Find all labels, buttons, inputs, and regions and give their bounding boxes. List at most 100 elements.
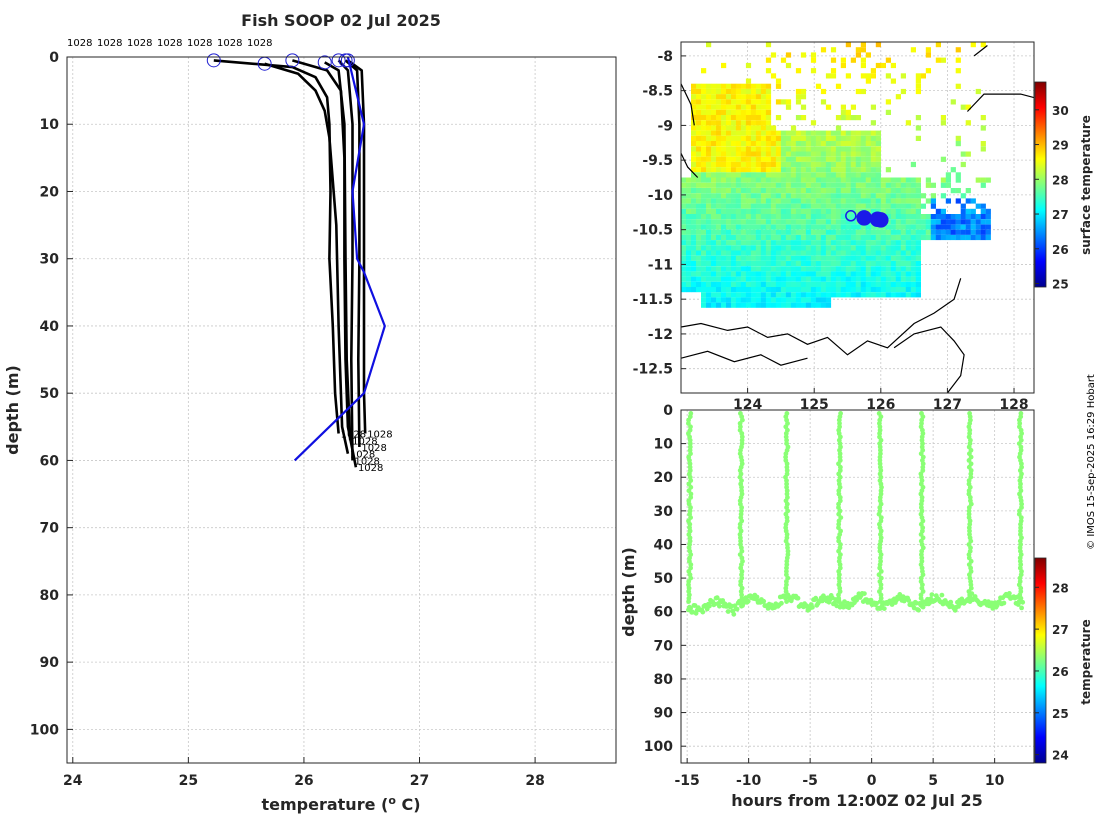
map-sst-cell <box>686 255 692 261</box>
map-sst-cell <box>845 287 851 293</box>
map-sst-cell <box>900 73 906 79</box>
map-sst-cell <box>790 302 797 308</box>
map-sst-cell <box>765 234 772 241</box>
map-sst-cell <box>696 94 702 100</box>
map-sst-cell <box>915 78 921 84</box>
map-sst-cell <box>770 245 777 251</box>
map-sst-cell <box>885 250 891 256</box>
map-sst-cell <box>790 214 797 220</box>
map-sst-cell <box>945 214 951 220</box>
map-sst-cell <box>785 287 792 293</box>
profile-line-climatology <box>293 56 386 462</box>
map-sst-cell <box>716 130 722 136</box>
map-sst-cell <box>711 115 717 121</box>
map-sst-cell <box>706 266 712 272</box>
map-sst-cell <box>870 73 876 79</box>
map-sst-cell <box>750 224 757 230</box>
map-sst-cell <box>985 229 991 235</box>
map-sst-cell <box>955 188 961 194</box>
map-sst-cell <box>760 276 767 282</box>
map-sst-cell <box>835 156 842 162</box>
map-sst-cell <box>716 167 722 173</box>
map-sst-cell <box>755 193 762 199</box>
map-sst-cell <box>745 120 752 126</box>
map-sst-cell <box>830 151 837 157</box>
map-sst-cell <box>790 208 797 214</box>
map-lon-tick-label: 125 <box>800 397 829 413</box>
map-sst-cell <box>770 250 777 256</box>
map-sst-cell <box>750 94 757 100</box>
map-sst-cell <box>900 266 906 272</box>
map-sst-cell <box>750 229 757 235</box>
map-sst-cell <box>835 115 842 121</box>
map-sst-cell <box>835 208 842 214</box>
map-sst-cell <box>735 115 742 121</box>
map-sst-cell <box>701 182 707 188</box>
map-sst-cell <box>840 271 846 277</box>
map-sst-cell <box>740 141 747 147</box>
map-sst-cell <box>875 281 881 287</box>
map-sst-cell <box>711 151 717 157</box>
map-sst-cell <box>735 219 742 225</box>
map-sst-cell <box>750 203 757 209</box>
map-sst-cell <box>910 250 916 256</box>
map-sst-cell <box>701 292 707 298</box>
map-sst-cell <box>731 198 737 204</box>
map-sst-cell <box>745 94 752 100</box>
map-sst-cell <box>701 203 707 209</box>
map-sst-cell <box>870 104 876 110</box>
map-sst-cell <box>721 281 727 287</box>
map-sst-cell <box>955 214 961 220</box>
map-sst-cell <box>716 104 722 110</box>
map-sst-cell <box>955 219 961 225</box>
map-sst-cell <box>795 88 802 95</box>
map-sst-cell <box>765 229 772 235</box>
map-sst-cell <box>980 146 986 152</box>
map-sst-cell <box>965 120 971 126</box>
map-sst-cell <box>925 52 931 58</box>
map-sst-cell <box>726 255 732 261</box>
map-sst-cell <box>780 276 787 282</box>
map-sst-cell <box>895 266 901 272</box>
map-sst-cell <box>880 260 886 267</box>
map-sst-cell <box>795 99 802 105</box>
map-sst-cell <box>686 219 692 225</box>
map-sst-cell <box>800 115 807 121</box>
map-sst-cell <box>835 146 842 152</box>
map-sst-cell <box>745 156 752 162</box>
map-sst-cell <box>770 177 777 183</box>
time-depth-cast-point <box>783 431 789 436</box>
map-sst-cell <box>716 214 722 220</box>
map-sst-cell <box>701 151 707 157</box>
time-depth-cast-point <box>836 599 842 604</box>
map-sst-cell <box>805 271 812 277</box>
map-sst-cell <box>716 188 722 194</box>
map-sst-cell <box>855 135 861 141</box>
map-sst-cell <box>940 193 946 199</box>
map-sst-cell <box>890 78 896 84</box>
map-sst-cell <box>855 292 861 298</box>
map-sst-cell <box>835 234 842 241</box>
time-depth-y-tick-label: 100 <box>644 739 673 755</box>
map-sst-cell <box>860 156 866 162</box>
map-sst-cell <box>820 240 827 246</box>
map-sst-cell <box>716 271 722 277</box>
map-sst-cell <box>745 255 752 261</box>
map-sst-cell <box>850 224 856 230</box>
map-sst-cell <box>840 255 846 261</box>
profile-surface-marker <box>340 53 355 68</box>
map-sst-cell <box>815 193 822 199</box>
map-sst-cell <box>721 271 727 277</box>
map-sst-cell <box>785 198 792 204</box>
map-sst-cell <box>775 172 782 178</box>
map-sst-cell <box>960 208 966 214</box>
map-sst-cell <box>810 214 817 220</box>
map-sst-cell <box>925 68 931 74</box>
map-sst-cell <box>770 276 777 282</box>
map-sst-cell <box>750 250 757 256</box>
map-sst-cell <box>860 281 866 287</box>
map-sst-cell <box>820 188 827 194</box>
map-sst-cell <box>701 83 707 89</box>
map-sst-cell <box>785 52 792 58</box>
map-sst-cell <box>701 245 707 251</box>
